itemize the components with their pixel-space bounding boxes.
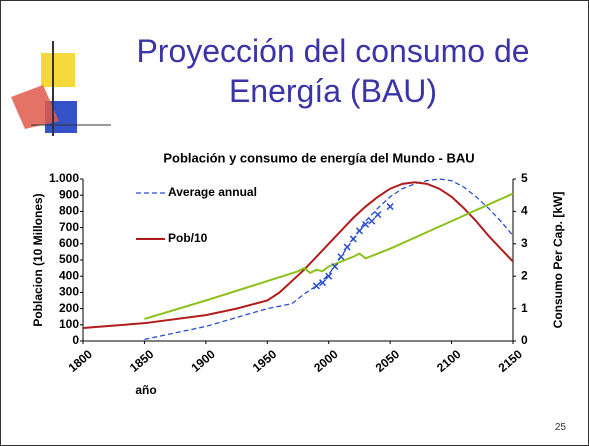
x-tick-label: 2100 [434,347,464,375]
x-tick-label: 1900 [188,347,218,375]
y-tick-label: 100 [59,317,79,331]
marker [337,253,345,261]
y2-tick-label: 1 [521,301,528,315]
y-tick-label: 600 [59,236,79,250]
decor [41,53,75,87]
y-tick-label: 300 [59,285,79,299]
x-axis-label: año [135,383,156,397]
x-tick-label: 2150 [496,347,526,375]
marker [386,203,394,211]
decor [11,85,59,129]
y-tick-label: 1.000 [49,171,79,185]
series-line [144,178,514,341]
slide-title: Proyección del consumo de Energía (BAU) [136,33,530,109]
y-tick-label: 0 [72,333,79,347]
marker [312,282,320,290]
y-tick-label: 500 [59,252,79,266]
marker [319,279,327,287]
chart-title: Población y consumo de energía del Mundo… [163,150,474,165]
y2-tick-label: 0 [521,333,528,347]
x-tick-label: 1850 [127,347,157,375]
x-tick-label: 2000 [311,347,341,375]
x-tick-label: 2050 [373,347,403,375]
legend-label: Pob/10 [168,231,208,245]
marker [349,235,357,243]
marker [325,272,333,280]
marker [331,262,339,271]
x-tick-label: 1800 [66,347,96,375]
series-line [82,181,514,330]
marker [343,243,351,251]
y2-tick-label: 4 [521,204,528,218]
series-line [144,192,514,320]
marker [368,217,376,225]
legend-label: Average annual [168,185,257,199]
y-tick-label: 200 [59,301,79,315]
y-axis-label: Poblacion (10 Millones) [31,193,45,326]
y-tick-label: 700 [59,220,79,234]
x-tick-label: 1950 [250,347,280,375]
marker [355,227,363,235]
marker [374,211,382,219]
y-tick-label: 800 [59,204,79,218]
y-tick-label: 900 [59,187,79,201]
y2-axis-label: Consumo Per Cap. [kW] [551,192,565,329]
y2-tick-label: 3 [521,236,528,250]
y-tick-label: 400 [59,268,79,282]
y2-tick-label: 2 [521,268,528,282]
page-number: 25 [554,422,566,433]
y2-tick-label: 5 [521,171,528,185]
marker [362,220,370,228]
